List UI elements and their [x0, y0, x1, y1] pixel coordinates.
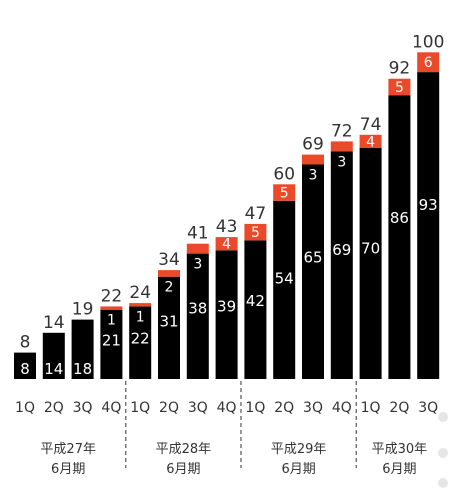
total-value-label: 72: [331, 121, 353, 141]
increment-label: 3: [193, 257, 202, 273]
total-value-label: 41: [187, 224, 209, 244]
increment-label: 4: [222, 237, 231, 253]
x-tick-label: 3Q: [73, 400, 93, 416]
base-value-label: 70: [361, 239, 380, 257]
base-value-label: 86: [390, 209, 409, 227]
x-tick-label: 2Q: [274, 400, 294, 416]
group-label-year: 平成27年: [40, 442, 96, 457]
scroll-dot-icon: [438, 412, 448, 422]
bar-increment: [302, 155, 324, 165]
total-value-label: 43: [216, 217, 238, 237]
group-label-year: 平成30年: [372, 442, 428, 457]
base-value-label: 39: [217, 298, 236, 316]
total-value-label: 34: [158, 250, 180, 270]
increment-label: 3: [309, 168, 318, 184]
x-tick-label: 2Q: [44, 400, 64, 416]
x-tick-label: 3Q: [303, 400, 323, 416]
base-value-label: 65: [303, 249, 322, 267]
bar-base: [302, 165, 324, 380]
x-tick-label: 1Q: [130, 400, 150, 416]
group-label-period: 6月期: [382, 462, 416, 477]
bar-increment: [100, 306, 122, 309]
total-value-label: 92: [389, 59, 411, 79]
group-label-period: 6月期: [281, 462, 315, 477]
x-tick-label: 1Q: [361, 400, 381, 416]
bar-increment: [129, 303, 151, 306]
increment-label: 4: [366, 134, 375, 150]
increment-label: 1: [136, 309, 145, 325]
base-value-label: 21: [102, 331, 121, 349]
x-tick-label: 1Q: [245, 400, 265, 416]
increment-label: 2: [165, 280, 174, 296]
total-value-label: 14: [43, 313, 65, 333]
scroll-dot-icon: [438, 448, 448, 458]
bar-base: [388, 95, 410, 379]
base-value-label: 14: [44, 360, 63, 378]
base-value-label: 18: [73, 360, 92, 378]
base-value-label: 8: [20, 360, 30, 378]
increment-label: 6: [424, 55, 433, 71]
base-value-label: 93: [419, 196, 438, 214]
increment-label: 3: [337, 154, 346, 170]
bar-base: [360, 148, 382, 379]
increment-label: 5: [395, 80, 404, 96]
base-value-label: 69: [332, 241, 351, 259]
x-tick-label: 4Q: [332, 400, 352, 416]
increment-label: 5: [251, 225, 260, 241]
bar-increment: [187, 244, 209, 254]
total-value-label: 60: [273, 164, 295, 184]
bar-base: [331, 151, 353, 379]
total-value-label: 24: [129, 283, 151, 303]
bar-increment: [331, 141, 353, 151]
x-tick-label: 2Q: [159, 400, 179, 416]
increment-label: 5: [280, 186, 289, 202]
x-tick-label: 1Q: [15, 400, 35, 416]
x-tick-label: 2Q: [389, 400, 409, 416]
x-tick-label: 3Q: [188, 400, 208, 416]
group-label-period: 6月期: [166, 462, 200, 477]
base-value-label: 54: [275, 269, 294, 287]
base-value-label: 42: [246, 292, 265, 310]
bar-base: [273, 201, 295, 379]
total-value-label: 74: [360, 115, 382, 135]
increment-label: 1: [107, 313, 116, 329]
bar-increment: [158, 270, 180, 277]
base-value-label: 31: [159, 313, 178, 331]
base-value-label: 22: [131, 330, 150, 348]
total-value-label: 69: [302, 135, 324, 155]
total-value-label: 47: [245, 204, 267, 224]
total-value-label: 100: [412, 32, 444, 52]
x-tick-label: 4Q: [101, 400, 121, 416]
x-tick-label: 4Q: [217, 400, 237, 416]
x-tick-label: 3Q: [418, 400, 438, 416]
total-value-label: 19: [72, 300, 94, 320]
total-value-label: 8: [20, 333, 31, 353]
scroll-dot-icon: [438, 478, 448, 488]
group-label-period: 6月期: [51, 462, 85, 477]
base-value-label: 38: [188, 300, 207, 318]
total-value-label: 22: [101, 286, 123, 306]
group-label-year: 平成29年: [271, 442, 327, 457]
group-label-year: 平成28年: [156, 442, 212, 457]
bar-base: [417, 72, 439, 379]
